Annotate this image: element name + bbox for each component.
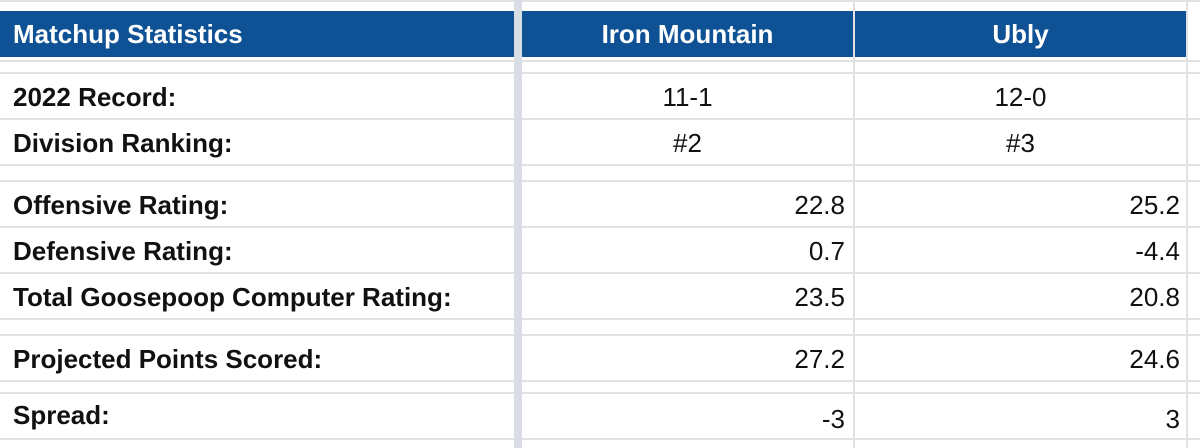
table-row: Offensive Rating: 22.8 25.2 (0, 182, 1200, 228)
team1-value[interactable]: 23.5 (794, 282, 845, 312)
team1-value[interactable]: 27.2 (794, 344, 845, 374)
gridline (0, 438, 1200, 440)
header-row: Matchup Statistics Iron Mountain Ubly (0, 11, 1200, 57)
table-row: Projected Points Scored: 27.2 24.6 (0, 336, 1200, 382)
table-row: Defensive Rating: 0.7 -4.4 (0, 228, 1200, 274)
gridline (0, 272, 1200, 274)
row-label[interactable]: 2022 Record: (13, 82, 177, 112)
team2-value[interactable]: 12-0 (994, 82, 1047, 112)
gridline (0, 0, 1200, 2)
table-row: Total Goosepoop Computer Rating: 23.5 20… (0, 274, 1200, 320)
gridline (1186, 0, 1188, 448)
team2-value[interactable]: 24.6 (1129, 344, 1180, 374)
gridline (0, 380, 1200, 382)
gridline (0, 226, 1200, 228)
table-row: Division Ranking: #2 #3 (0, 120, 1200, 166)
header-team2[interactable]: Ubly (855, 11, 1186, 57)
team1-value[interactable]: -3 (821, 404, 845, 434)
team2-value[interactable]: -4.4 (1135, 236, 1180, 266)
gridline (0, 392, 1200, 394)
gridline (853, 0, 855, 448)
row-label[interactable]: Division Ranking: (13, 128, 233, 158)
row-label[interactable]: Total Goosepoop Computer Rating: (13, 282, 452, 312)
gridline (0, 180, 1200, 182)
team1-value[interactable]: 0.7 (808, 236, 845, 266)
header-team1[interactable]: Iron Mountain (522, 11, 853, 57)
table-row: Spread: -3 3 (0, 392, 1200, 438)
row-label[interactable]: Spread: (13, 400, 110, 430)
row-label[interactable]: Offensive Rating: (13, 190, 229, 220)
team2-value[interactable]: 3 (1165, 404, 1180, 434)
team1-value[interactable]: 22.8 (794, 190, 845, 220)
team1-value[interactable]: #2 (673, 128, 702, 158)
gridline (0, 318, 1200, 320)
team2-value[interactable]: 25.2 (1129, 190, 1180, 220)
team2-value[interactable]: 20.8 (1129, 282, 1180, 312)
table-row: 2022 Record: 11-1 12-0 (0, 74, 1200, 120)
row-label[interactable]: Defensive Rating: (13, 236, 233, 266)
frozen-column-divider[interactable] (514, 0, 522, 448)
row-label[interactable]: Projected Points Scored: (13, 344, 323, 374)
gridline (0, 118, 1200, 120)
team1-value[interactable]: 11-1 (662, 82, 713, 112)
gridline (0, 334, 1200, 336)
gridline (0, 60, 1200, 62)
gridline (0, 72, 1200, 74)
gridline (0, 164, 1200, 166)
team2-value[interactable]: #3 (1006, 128, 1035, 158)
header-title[interactable]: Matchup Statistics (0, 11, 514, 57)
